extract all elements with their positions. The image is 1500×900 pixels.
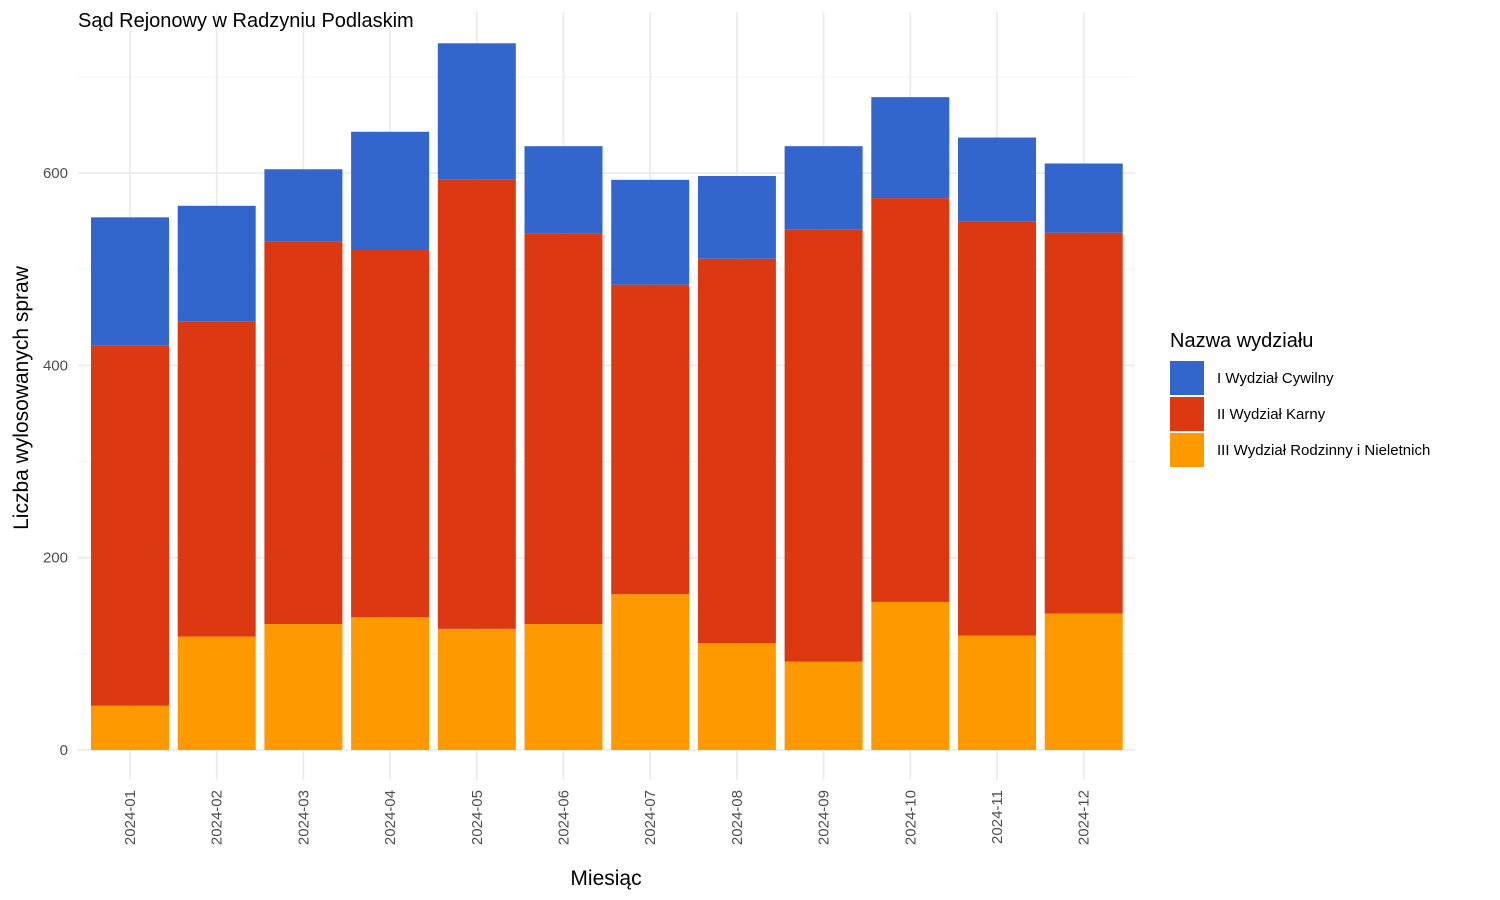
x-tick-label: 2024-12 (1076, 790, 1093, 845)
bar-segment (524, 146, 603, 234)
legend-key (1170, 361, 1204, 395)
bar-segment (611, 594, 690, 750)
y-tick-label: 400 (43, 357, 68, 374)
x-tick-label: 2024-05 (469, 790, 486, 845)
bar-segment (611, 284, 690, 595)
x-tick-label: 2024-09 (816, 790, 833, 845)
bar-segment (437, 179, 516, 629)
bar-segment (697, 643, 776, 750)
bar-segment (871, 601, 950, 750)
bar-segment (611, 179, 690, 285)
bar-segment (784, 146, 863, 230)
legend-key (1170, 397, 1204, 431)
bar-segment (958, 635, 1036, 750)
y-tick-label: 0 (60, 742, 68, 759)
bar-segment (1044, 232, 1123, 614)
legend-label: II Wydział Karny (1217, 406, 1326, 423)
y-tick-label: 200 (43, 550, 68, 567)
x-axis-ticks: 2024-01 2024-02 2024-03 2024-04 2024-05 2024-… (122, 790, 1093, 845)
bar-segment (784, 661, 863, 750)
bar-segment (264, 241, 343, 625)
y-axis-title: Liczba wylosowanych spraw (10, 265, 33, 530)
x-tick-label: 2024-10 (902, 790, 919, 845)
bar-segment (437, 43, 516, 180)
legend-label: I Wydział Cywilny (1217, 370, 1334, 387)
bar-segment (264, 624, 343, 750)
bar-segment (871, 198, 950, 602)
x-tick-label: 2024-08 (729, 790, 746, 845)
bar-segment (91, 217, 169, 346)
bar-segment (264, 169, 343, 242)
x-tick-label: 2024-07 (642, 790, 659, 845)
chart-title: Sąd Rejonowy w Radzyniu Podlaskim (78, 10, 414, 32)
legend-label: III Wydział Rodzinny i Nieletnich (1217, 442, 1430, 459)
x-tick-label: 2024-06 (556, 790, 573, 845)
bar-segment (351, 131, 430, 251)
bar-segment (437, 628, 516, 750)
x-tick-label: 2024-03 (295, 790, 312, 845)
y-axis-ticks: 0 200 400 600 (43, 165, 68, 759)
bar-segment (524, 624, 603, 750)
bars (91, 43, 1123, 750)
legend-key (1170, 433, 1204, 467)
y-tick-label: 600 (43, 165, 68, 182)
legend-items: I Wydział Cywilny II Wydział Karny III Wyd… (1170, 361, 1430, 467)
bar-segment (524, 233, 603, 625)
x-tick-label: 2024-02 (209, 790, 226, 845)
bar-segment (91, 705, 169, 750)
bar-segment (177, 321, 256, 637)
legend: Nazwa wydziału I Wydział Cywilny II Wydzi… (1170, 330, 1430, 467)
bar-segment (351, 617, 430, 750)
x-tick-label: 2024-11 (989, 790, 1006, 844)
bar-segment (958, 221, 1036, 636)
x-axis-title: Miesiąc (570, 867, 641, 890)
bar-segment (1044, 163, 1123, 233)
bar-segment (784, 229, 863, 662)
bar-segment (91, 345, 169, 706)
bar-segment (351, 250, 430, 618)
bar-segment (697, 175, 776, 259)
bar-segment (177, 636, 256, 750)
bar-segment (871, 97, 950, 199)
legend-title: Nazwa wydziału (1170, 330, 1313, 352)
bar-segment (697, 258, 776, 644)
bar-segment (1044, 613, 1123, 750)
bar-segment (958, 137, 1036, 222)
x-tick-label: 2024-04 (382, 790, 399, 845)
bar-segment (177, 205, 256, 322)
x-tick-label: 2024-01 (122, 790, 139, 845)
